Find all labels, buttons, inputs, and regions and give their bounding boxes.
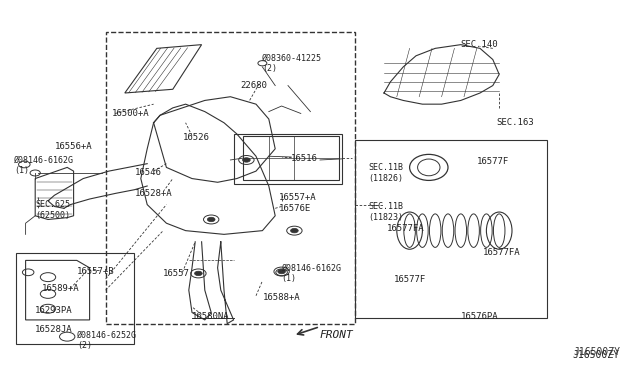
Text: 16500+A: 16500+A bbox=[112, 109, 150, 118]
Circle shape bbox=[243, 158, 250, 162]
Text: SEC.11B
(11823): SEC.11B (11823) bbox=[368, 202, 403, 222]
Text: 16526: 16526 bbox=[182, 133, 209, 142]
Text: J16500ZY: J16500ZY bbox=[573, 350, 620, 360]
Text: 16577F: 16577F bbox=[477, 157, 509, 166]
Text: 16577FA: 16577FA bbox=[483, 248, 521, 257]
Circle shape bbox=[291, 228, 298, 233]
Text: 16589+A: 16589+A bbox=[42, 284, 79, 293]
Text: Ø08146-6252G
(2): Ø08146-6252G (2) bbox=[77, 331, 137, 350]
Circle shape bbox=[207, 217, 215, 222]
Text: FRONT: FRONT bbox=[320, 330, 354, 340]
Text: 16528JA: 16528JA bbox=[35, 325, 73, 334]
Text: 16576E: 16576E bbox=[278, 204, 310, 213]
Text: 16557+B: 16557+B bbox=[77, 267, 115, 276]
Text: Ø08146-6162G
(1): Ø08146-6162G (1) bbox=[282, 264, 342, 283]
Text: SEC.140: SEC.140 bbox=[461, 40, 499, 49]
Text: 16556+A: 16556+A bbox=[54, 142, 92, 151]
Text: 16516: 16516 bbox=[291, 154, 318, 163]
Text: Ø08146-6162G
(1): Ø08146-6162G (1) bbox=[14, 156, 74, 175]
Text: 22680: 22680 bbox=[240, 81, 267, 90]
Text: 16557+A: 16557+A bbox=[278, 193, 316, 202]
Text: 16576PA: 16576PA bbox=[461, 312, 499, 321]
Text: 16528+A: 16528+A bbox=[134, 189, 172, 198]
Text: 16557: 16557 bbox=[163, 269, 190, 278]
Text: 16577F: 16577F bbox=[394, 275, 426, 283]
Text: 16546: 16546 bbox=[134, 169, 161, 177]
Text: SEC.163: SEC.163 bbox=[496, 118, 534, 127]
Text: 16580NA: 16580NA bbox=[192, 312, 230, 321]
Text: SEC.625
(62500): SEC.625 (62500) bbox=[35, 201, 70, 220]
Circle shape bbox=[195, 271, 202, 276]
Circle shape bbox=[278, 269, 285, 274]
Text: 16293PA: 16293PA bbox=[35, 306, 73, 315]
Text: SEC.11B
(11826): SEC.11B (11826) bbox=[368, 163, 403, 183]
Text: 16577FA: 16577FA bbox=[387, 224, 425, 233]
Text: J16500ZY: J16500ZY bbox=[574, 347, 621, 357]
Text: 16588+A: 16588+A bbox=[262, 293, 300, 302]
Text: Ø08360-41225
(2): Ø08360-41225 (2) bbox=[262, 54, 323, 73]
